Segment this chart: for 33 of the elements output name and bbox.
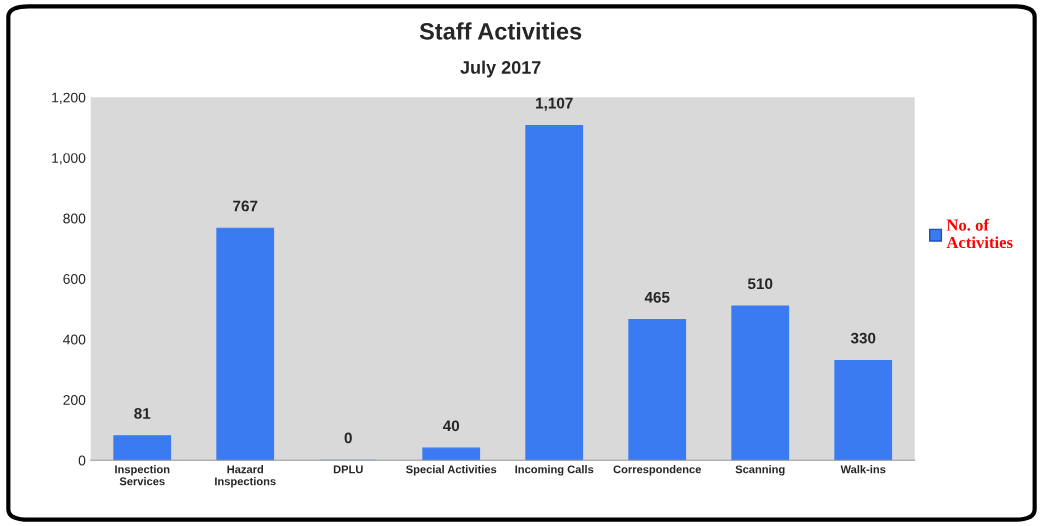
text: 40	[442, 420, 460, 432]
bar	[422, 447, 481, 461]
x-tick-label: Inspection Services	[115, 465, 170, 486]
chart-title: Staff Activities	[419, 22, 582, 40]
x-tick-label: Correspondence	[613, 465, 701, 476]
bar	[216, 227, 275, 461]
text: 465	[644, 291, 670, 303]
x-tick-label: Walk-ins	[840, 465, 886, 474]
x-tick-label: DPLU	[333, 465, 363, 474]
y-tick-label: 1,200	[52, 92, 86, 105]
y-tick-label: 400	[63, 334, 86, 345]
legend-label: No. of Activities	[946, 218, 1013, 249]
x-tick-label: Incoming Calls	[515, 465, 594, 476]
text: 0	[344, 432, 352, 444]
bar	[113, 435, 172, 461]
x-tick-label: Special Activities	[406, 465, 497, 476]
bar	[731, 305, 790, 461]
y-tick-label: 1,000	[52, 153, 86, 165]
bar	[834, 359, 893, 461]
y-tick-label: 800	[63, 213, 86, 224]
text: 767	[233, 200, 258, 212]
y-tick-label: 0	[78, 455, 86, 466]
chart-subtitle: July 2017	[460, 60, 541, 78]
bar	[628, 319, 687, 461]
text: 330	[850, 332, 876, 344]
x-tick-label: Scanning	[735, 465, 785, 476]
text: 1,107	[536, 97, 573, 111]
bar	[525, 124, 584, 461]
text: 81	[134, 408, 151, 419]
x-tick-label: Hazard Inspections	[215, 465, 276, 488]
y-tick-label: 200	[63, 395, 86, 405]
text: 510	[747, 278, 773, 290]
y-tick-label: 600	[63, 274, 86, 284]
